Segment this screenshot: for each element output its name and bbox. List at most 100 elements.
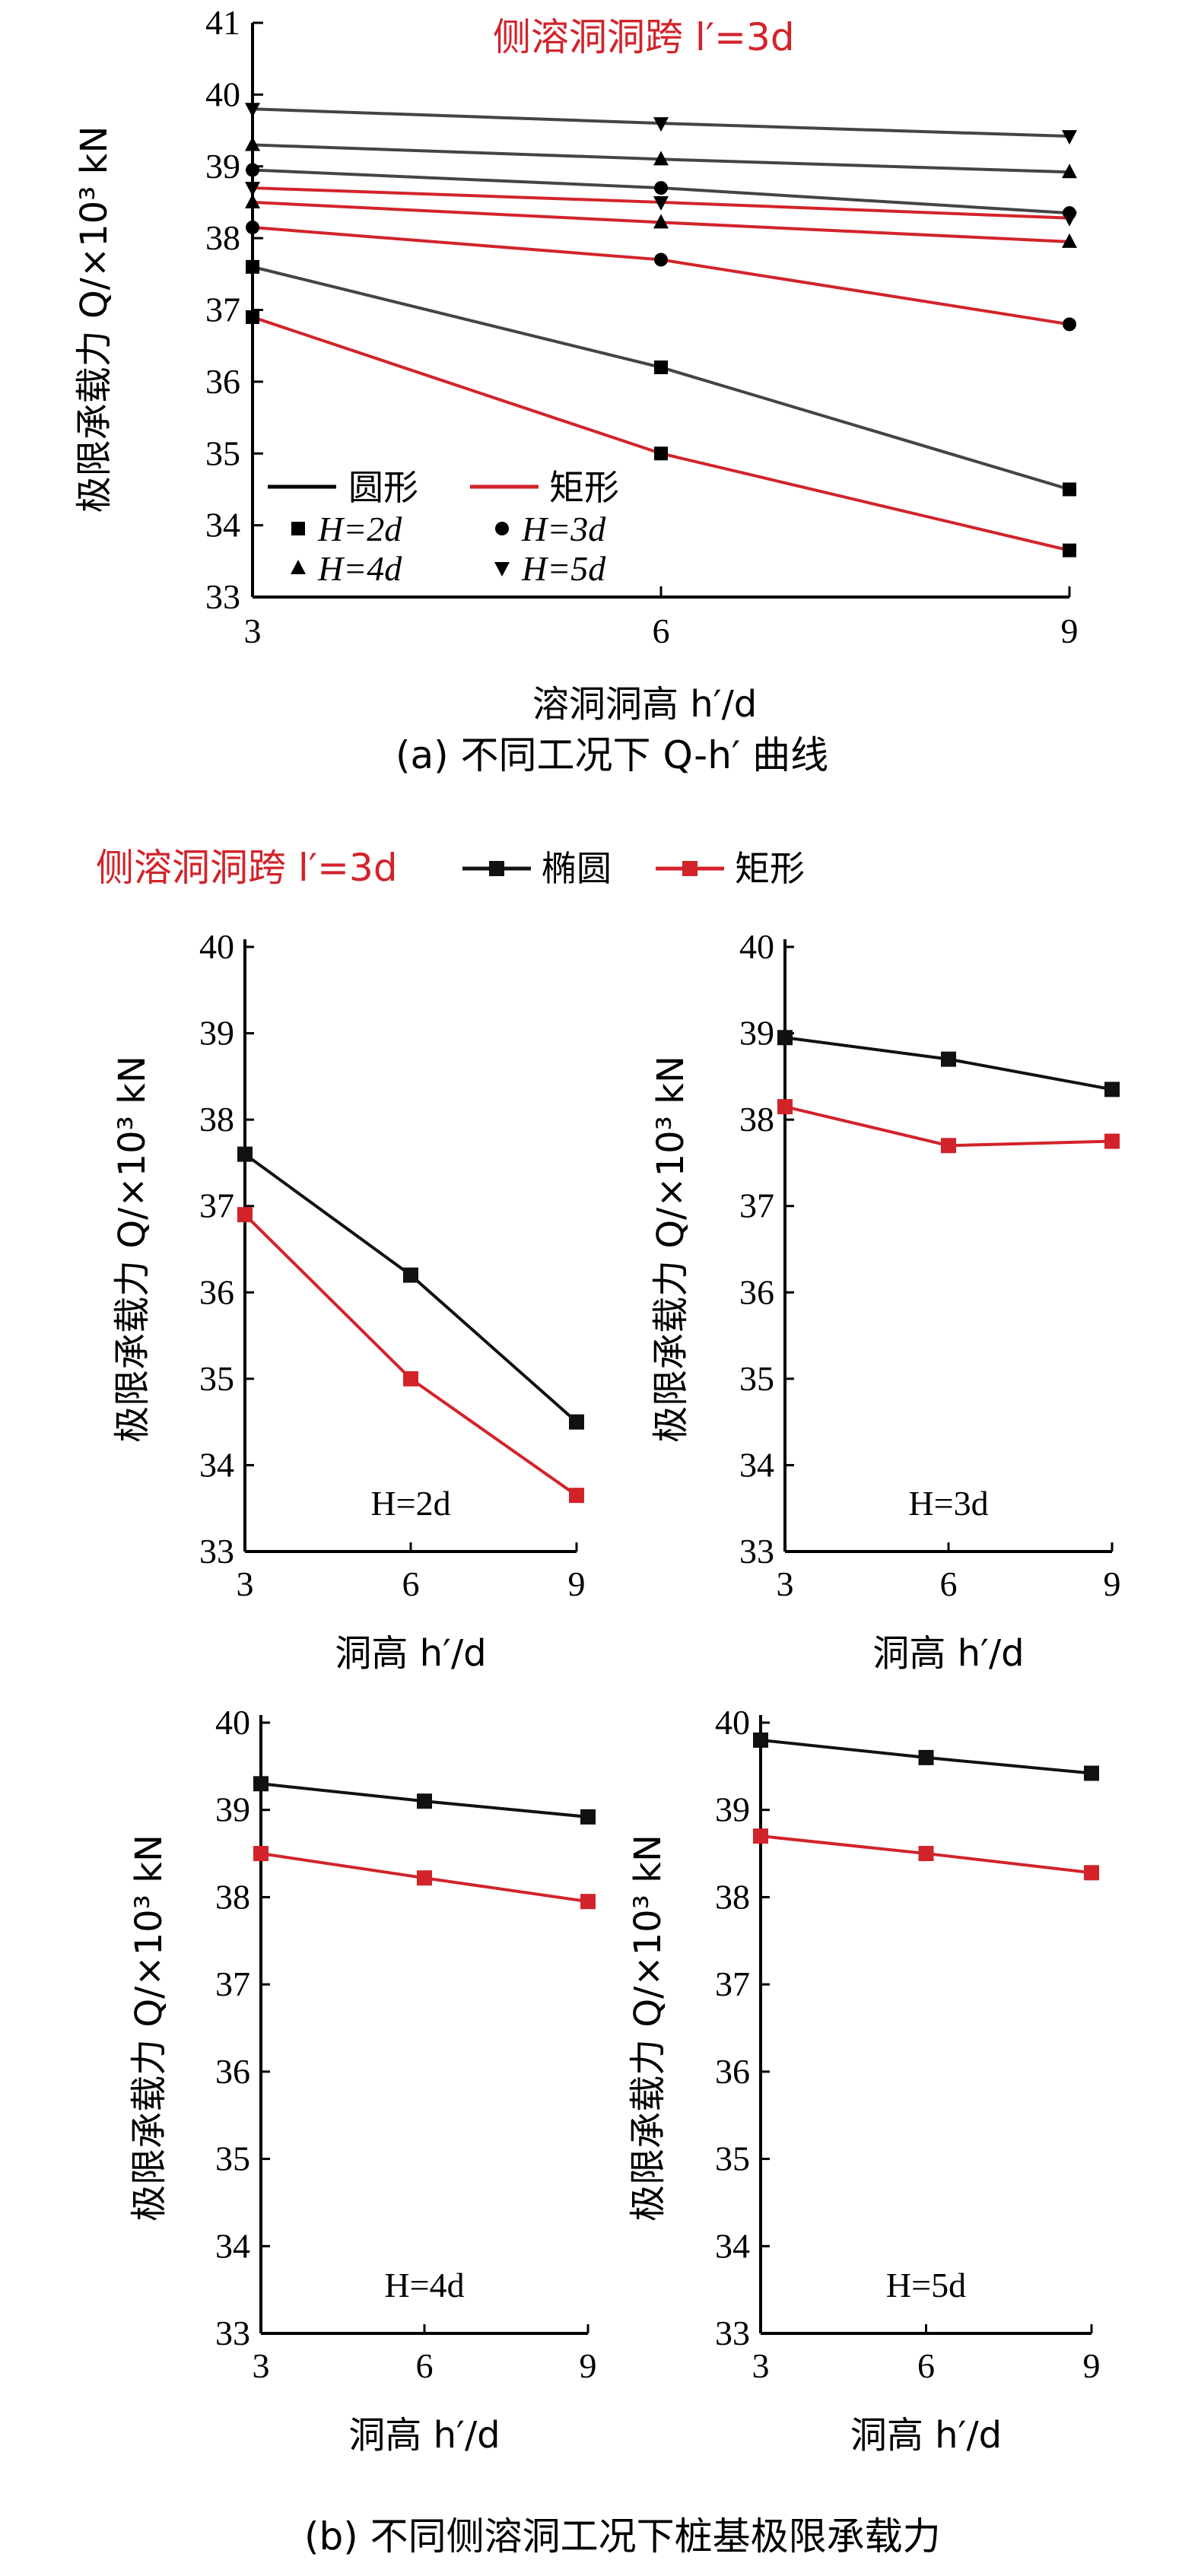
panel-b4-data-point bbox=[918, 1846, 934, 1862]
panel-a-ytick-label: 35 bbox=[205, 434, 240, 472]
panel-b2-ytick-label: 40 bbox=[739, 927, 774, 966]
panel-b4-ytick-label: 40 bbox=[715, 1703, 750, 1742]
panel-a-ytick-label: 41 bbox=[205, 3, 240, 42]
panel-b1-data-point bbox=[237, 1146, 253, 1162]
panel-a-data-point bbox=[654, 446, 668, 461]
panel-b4-data-point bbox=[1084, 1765, 1099, 1781]
panel-a-data-point bbox=[1062, 233, 1077, 248]
panel-a-data-point bbox=[1062, 164, 1077, 179]
panel-b2-data-point bbox=[777, 1099, 793, 1115]
panel-b4-xtick-label: 3 bbox=[752, 2346, 770, 2385]
panel-b2-ylabel: 极限承载力 Q/×10³ kN bbox=[650, 1056, 692, 1443]
panel-a-data-point bbox=[245, 103, 260, 118]
panel-b4-ylabel: 极限承载力 Q/×10³ kN bbox=[627, 1834, 669, 2222]
panel-a-legend-label: H=3d bbox=[521, 510, 606, 548]
panel-b1-data-point bbox=[569, 1488, 584, 1504]
panel-b1-ytick-label: 34 bbox=[199, 1445, 234, 1484]
panel-b3-ytick-label: 39 bbox=[215, 1790, 250, 1829]
panel-a-data-point bbox=[653, 117, 669, 132]
panel-b4-xtick-label: 9 bbox=[1083, 2346, 1101, 2385]
panel-a-data-point bbox=[245, 136, 260, 151]
panel-a-data-point bbox=[1063, 482, 1076, 497]
panel-b4-data-point bbox=[753, 1732, 768, 1748]
legend-b-ellipse-marker bbox=[489, 861, 504, 876]
panel-b3-data-point bbox=[417, 1870, 432, 1886]
panel-b3-data-point bbox=[253, 1776, 269, 1792]
panel-a-data-point bbox=[654, 181, 668, 195]
panel-b3-ytick-label: 37 bbox=[215, 1965, 250, 2003]
panel-b3-xtick-label: 6 bbox=[416, 2346, 434, 2385]
panel-b4-data-point bbox=[1084, 1865, 1099, 1881]
panel-b3-ytick-label: 40 bbox=[215, 1703, 250, 1742]
panel-b1-data-point bbox=[403, 1371, 418, 1386]
panel-b2-data-point bbox=[1104, 1133, 1120, 1149]
panel-b4-ytick-label: 39 bbox=[715, 1790, 750, 1829]
panel-a-data-point bbox=[654, 253, 668, 267]
panel-a-legend-marker bbox=[495, 522, 509, 535]
panel-a-ytick-label: 36 bbox=[205, 362, 240, 401]
panel-b1-data-point bbox=[569, 1414, 584, 1430]
legend-b-rect-label: 矩形 bbox=[735, 848, 805, 889]
panel-b1-data-point bbox=[237, 1207, 253, 1223]
panel-b4-ytick-label: 36 bbox=[715, 2052, 750, 2091]
panel-b1-xtick-label: 6 bbox=[402, 1564, 420, 1603]
panel-b1-ytick-label: 35 bbox=[199, 1359, 234, 1398]
panel-b3-data-point bbox=[580, 1809, 596, 1825]
panel-b1-series-line bbox=[243, 1213, 578, 1497]
panel-a-xlabel: 溶洞洞高 h′/d bbox=[532, 683, 757, 726]
panel-b1-xlabel: 洞高 h′/d bbox=[335, 1632, 486, 1675]
panel-b2-data-point bbox=[941, 1051, 956, 1067]
panel-a-legend-label: 矩形 bbox=[549, 467, 619, 508]
panel-b2-data-point bbox=[1104, 1082, 1120, 1097]
panel-b1-ytick-label: 39 bbox=[199, 1014, 234, 1053]
panel-a-legend-marker bbox=[494, 562, 510, 577]
panel-b1-xtick-label: 9 bbox=[568, 1564, 586, 1603]
panel-b3-ytick-label: 36 bbox=[215, 2052, 250, 2091]
panel-a-xtick-label: 6 bbox=[653, 611, 670, 650]
panel-b4-xtick-label: 6 bbox=[917, 2346, 935, 2385]
panel-a-legend-label: H=2d bbox=[317, 510, 402, 548]
panel-b3-ytick-label: 38 bbox=[215, 1877, 250, 1916]
panel-b2-data-point bbox=[941, 1138, 956, 1154]
panel-b2-ytick-label: 35 bbox=[739, 1359, 774, 1398]
panel-b1-ytick-label: 38 bbox=[199, 1100, 234, 1139]
panel-b3-data-point bbox=[580, 1894, 596, 1910]
panel-a-data-point bbox=[245, 193, 260, 208]
panel-b4-data-point bbox=[753, 1828, 768, 1844]
panel-b2-xtick-label: 9 bbox=[1104, 1564, 1121, 1603]
panel-b2-ytick-label: 33 bbox=[739, 1532, 774, 1571]
panel-b4-ytick-label: 34 bbox=[715, 2226, 750, 2265]
panel-b4-ytick-label: 35 bbox=[715, 2139, 750, 2178]
panel-a-data-point bbox=[1062, 130, 1077, 145]
panel-b1-ytick-label: 33 bbox=[199, 1532, 234, 1571]
panel-a-data-point bbox=[246, 310, 259, 324]
panel-b3-data-point bbox=[417, 1793, 432, 1809]
panel-b4-case-label: H=5d bbox=[886, 2266, 966, 2304]
panel-b-annotation: 侧溶洞洞跨 l′=3d bbox=[96, 846, 398, 890]
panel-b2-ytick-label: 39 bbox=[739, 1014, 774, 1053]
panel-b1-ylabel: 极限承载力 Q/×10³ kN bbox=[111, 1056, 154, 1443]
panel-b1-xtick-label: 3 bbox=[237, 1564, 254, 1603]
panel-b3-ytick-label: 34 bbox=[215, 2226, 250, 2265]
panel-a-data-point bbox=[654, 361, 668, 374]
panel-b4-ytick-label: 33 bbox=[715, 2314, 750, 2352]
panel-a-ytick-label: 34 bbox=[205, 506, 240, 545]
panel-b1-case-label: H=2d bbox=[370, 1484, 450, 1523]
panel-a-data-point bbox=[246, 163, 259, 177]
panel-a-data-point bbox=[653, 151, 669, 166]
panel-b2-xlabel: 洞高 h′/d bbox=[872, 1632, 1024, 1675]
panel-a-legend-marker bbox=[291, 522, 305, 535]
panel-a-legend-label: H=5d bbox=[521, 549, 606, 588]
panel-a-data-point bbox=[1062, 211, 1077, 227]
panel-a-data-point bbox=[246, 259, 259, 274]
panel-a-ytick-label: 38 bbox=[205, 218, 240, 257]
panel-b3-ytick-label: 33 bbox=[215, 2314, 250, 2352]
panel-b2-data-point bbox=[777, 1030, 793, 1046]
legend-b-rect-marker bbox=[682, 861, 698, 876]
panel-b4-ytick-label: 37 bbox=[715, 1965, 750, 2003]
panel-a-data-point bbox=[1063, 317, 1076, 332]
panel-a-ytick-label: 40 bbox=[205, 75, 240, 113]
panel-a-data-point bbox=[1063, 543, 1076, 557]
panel-b2-xtick-label: 6 bbox=[940, 1564, 958, 1603]
